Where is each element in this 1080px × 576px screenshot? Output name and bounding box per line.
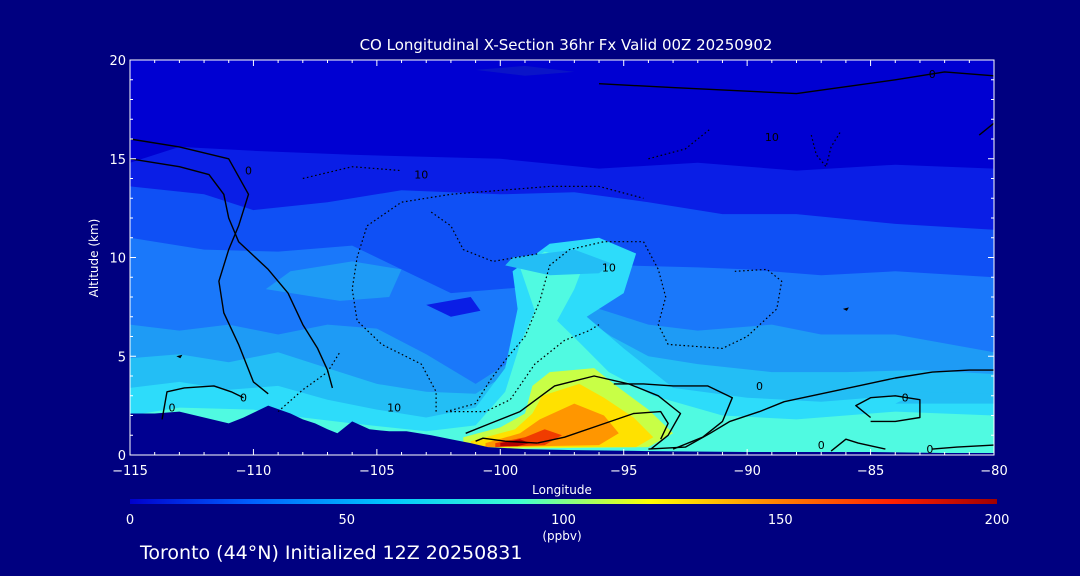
contour-lines [130, 71, 994, 452]
co-level-patch [426, 297, 481, 317]
contour-line-solid [613, 383, 733, 450]
x-axis: −115 −110 −105 −100 −95 −90 −85 −80 [112, 60, 1008, 479]
y-tick-label: 10 [109, 252, 126, 267]
contour-labels: 0 10 10 10 10 0 0 0 0 0 0 0 [168, 68, 935, 456]
contour-line-dotted [648, 128, 711, 160]
contour-marker [842, 307, 849, 311]
contour-label: 0 [245, 165, 252, 178]
co-concentration-fill [130, 65, 994, 455]
contour-line-dotted [430, 211, 540, 262]
y-tick-label: 20 [109, 54, 126, 69]
x-axis-label: Longitude [532, 483, 592, 497]
colorbar-tick-label: 150 [768, 513, 793, 528]
contour-label: 10 [765, 131, 779, 144]
contour-line-solid [598, 71, 994, 95]
co-level-patch [475, 65, 575, 76]
contour-label: 0 [756, 380, 763, 393]
y-tick-label: 5 [118, 350, 126, 365]
colorbar [130, 499, 997, 504]
contour-label: 10 [414, 169, 428, 182]
contour-label: 0 [902, 392, 909, 405]
contour-line-solid [830, 438, 886, 452]
contour-label: 0 [929, 68, 936, 81]
terrain [130, 405, 994, 455]
co-level-region [485, 403, 619, 448]
contour-marker [176, 354, 183, 359]
contour-line-dotted [302, 166, 402, 180]
contour-line-solid [465, 375, 682, 450]
x-tick-label: −100 [482, 464, 518, 479]
x-tick-label: −85 [857, 464, 884, 479]
contour-line-solid [932, 444, 994, 450]
contour-line-solid [648, 369, 994, 450]
colorbar-tick-label: 100 [551, 513, 576, 528]
colorbar-units: (ppbv) [542, 529, 581, 543]
contour-label: 0 [818, 439, 825, 452]
co-level-patch [505, 249, 612, 276]
contour-line-solid [978, 122, 994, 136]
y-axis: 0 5 10 15 20 [109, 54, 994, 464]
contour-line-dotted [445, 241, 783, 413]
x-tick-label: −95 [610, 464, 637, 479]
co-level-patch [265, 261, 402, 301]
colorbar-tick-label: 0 [126, 513, 134, 528]
contour-label: 10 [387, 402, 401, 415]
contour-line-solid [161, 385, 244, 420]
contour-line-dotted [446, 324, 600, 413]
y-tick-label: 0 [118, 449, 126, 464]
contour-line-solid [475, 437, 538, 444]
colorbar-tick-label: 50 [338, 513, 355, 528]
x-tick-label: −90 [733, 464, 760, 479]
y-tick-label: 15 [109, 153, 126, 168]
contour-label: 0 [168, 402, 175, 415]
contour-line-solid [537, 410, 669, 444]
co-level-region [130, 251, 994, 455]
contour-label: 0 [240, 392, 247, 405]
contour-line-solid [130, 138, 269, 395]
contour-line-dotted [351, 185, 644, 412]
co-level-region [500, 439, 530, 447]
contour-line-dotted [810, 130, 842, 168]
contour-line-solid [130, 158, 334, 389]
x-tick-label: −105 [359, 464, 395, 479]
x-tick-label: −80 [980, 464, 1007, 479]
x-tick-label: −115 [112, 464, 148, 479]
x-tick-label: −110 [236, 464, 272, 479]
terrain-profile [130, 405, 994, 455]
colorbar-tick-label: 200 [985, 513, 1010, 528]
colorbar-ticks: 0 50 100 150 200 [126, 513, 1010, 528]
y-axis-label: Altitude (km) [87, 219, 101, 298]
contour-label: 0 [926, 443, 933, 456]
contour-label: 10 [602, 261, 616, 274]
contour-line-solid [855, 395, 921, 423]
chart-title: CO Longitudinal X-Section 36hr Fx Valid … [360, 36, 773, 54]
footer-info: Toronto (44°N) Initialized 12Z 20250831 [140, 542, 523, 564]
